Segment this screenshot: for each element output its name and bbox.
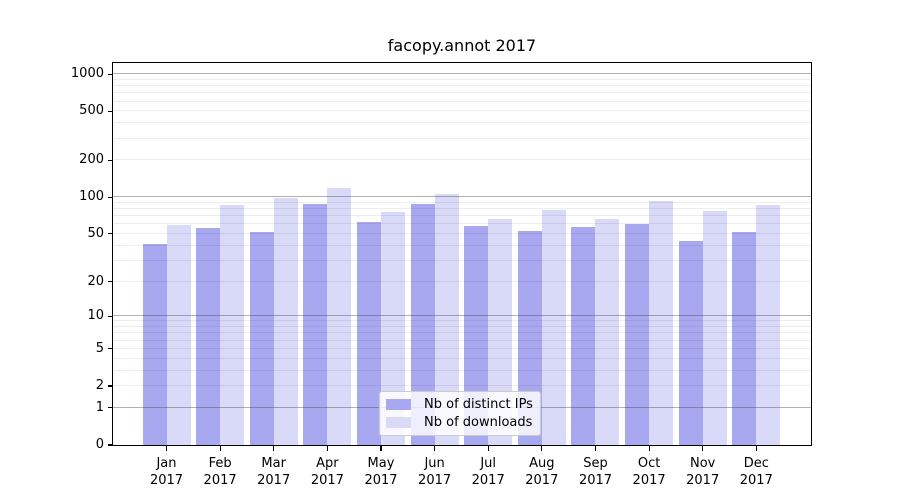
bar-series0-jan — [142, 244, 167, 445]
x-tick-mark — [594, 446, 597, 451]
y-tick-mark — [108, 196, 113, 198]
x-tick-mark — [434, 446, 436, 451]
y-tick-mark — [108, 281, 113, 283]
bar-series1-aug — [541, 209, 566, 445]
bar-series1-mar — [273, 198, 298, 445]
gridline-minor — [113, 78, 811, 80]
y-tick-mark — [108, 159, 113, 161]
y-tick-label: 1000 — [70, 66, 104, 82]
gridline-minor — [113, 201, 811, 203]
y-tick-mark — [108, 385, 113, 387]
y-tick-mark — [108, 348, 113, 350]
x-tick-mark — [273, 446, 275, 451]
gridline-major — [113, 196, 811, 198]
y-tick-label: 2 — [95, 378, 104, 393]
bar-series1-feb — [220, 204, 245, 445]
bar-series1-dec — [756, 204, 781, 445]
y-tick-label: 0 — [95, 437, 104, 452]
y-tick-mark — [108, 73, 113, 75]
gridline-minor — [113, 208, 811, 210]
y-tick-label: 10 — [87, 308, 104, 324]
bar-series0-may — [356, 221, 381, 445]
y-tick-label: 20 — [87, 273, 104, 289]
x-tick-label-apr: Apr 2017 — [310, 456, 344, 488]
y-tick-label: 100 — [79, 189, 104, 205]
gridline-major — [113, 73, 811, 75]
bar-series0-mar — [249, 231, 274, 445]
bar-series0-dec — [732, 231, 757, 445]
x-tick-mark — [380, 446, 382, 451]
x-tick-mark — [487, 446, 489, 451]
x-tick-label-dec: Dec 2017 — [739, 456, 773, 488]
x-tick-label-jan: Jan 2017 — [149, 456, 184, 488]
legend-swatch-distinct-ips — [386, 399, 411, 410]
y-tick-label: 500 — [79, 103, 104, 119]
legend-item-distinct-ips: Nb of distinct IPs — [386, 397, 534, 412]
x-tick-label-jun: Jun 2017 — [418, 456, 452, 488]
y-tick-mark — [108, 233, 113, 235]
x-tick-label-may: May 2017 — [364, 456, 398, 488]
bar-series1-apr — [327, 187, 352, 445]
bar-series0-sep — [571, 227, 596, 445]
x-tick-mark — [648, 446, 650, 451]
bar-series0-nov — [678, 240, 703, 445]
y-tick-mark — [108, 110, 113, 112]
x-tick-label-sep: Sep 2017 — [578, 456, 613, 488]
x-tick-mark — [165, 446, 168, 451]
bar-series0-feb — [196, 228, 221, 445]
bar-series1-sep — [595, 218, 620, 445]
x-tick-label-jul: Jul 2017 — [471, 456, 505, 488]
x-tick-mark — [326, 446, 328, 451]
y-tick-mark — [108, 315, 113, 317]
gridline-minor — [113, 159, 811, 161]
bar-series1-oct — [649, 200, 674, 445]
y-tick-mark — [108, 407, 113, 409]
legend: Nb of distinct IPs Nb of downloads — [379, 391, 541, 436]
y-tick-label: 1 — [95, 399, 104, 415]
gridline-minor — [113, 110, 811, 112]
legend-label-distinct-ips: Nb of distinct IPs — [424, 397, 533, 412]
x-tick-label-oct: Oct 2017 — [632, 456, 666, 488]
y-tick-label: 200 — [79, 152, 104, 168]
y-tick-mark — [108, 444, 113, 446]
x-tick-mark — [755, 446, 757, 451]
x-tick-mark — [702, 446, 704, 451]
chart-title: facopy.annot 2017 — [387, 36, 537, 55]
bar-series0-apr — [303, 203, 328, 445]
x-tick-mark — [541, 446, 543, 451]
gridline-minor — [113, 92, 811, 94]
x-tick-label-nov: Nov 2017 — [686, 456, 720, 488]
gridline-minor — [113, 122, 811, 124]
y-tick-label: 5 — [95, 340, 104, 356]
y-tick-label: 50 — [87, 225, 104, 241]
x-tick-label-feb: Feb 2017 — [203, 456, 237, 488]
legend-label-downloads: Nb of downloads — [424, 415, 533, 430]
x-tick-mark — [219, 446, 221, 451]
bar-series1-jan — [166, 225, 191, 445]
legend-item-downloads: Nb of downloads — [386, 415, 534, 430]
plot-area — [112, 62, 812, 446]
bar-series1-nov — [702, 210, 727, 445]
bar-series0-oct — [625, 224, 650, 445]
legend-swatch-downloads — [386, 417, 411, 428]
gridline-minor — [113, 137, 811, 139]
x-tick-label-aug: Aug 2017 — [525, 456, 559, 488]
gridline-minor — [113, 100, 811, 102]
x-tick-label-mar: Mar 2017 — [257, 456, 291, 488]
gridline-minor — [113, 85, 811, 87]
